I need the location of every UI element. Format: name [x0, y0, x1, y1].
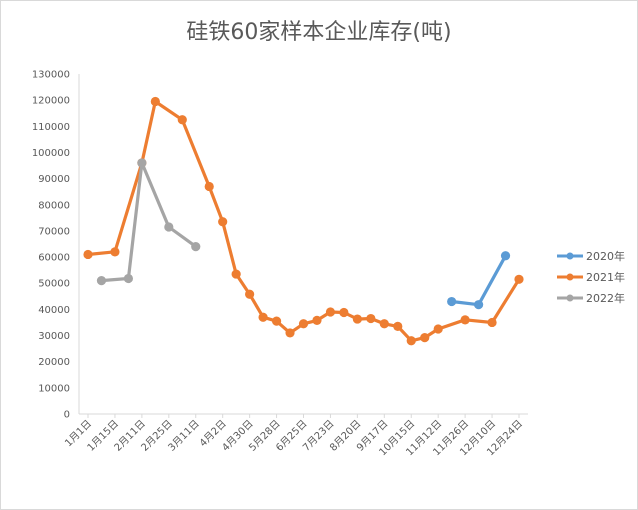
- data-point: [433, 324, 443, 334]
- y-tick-label: 80000: [38, 200, 70, 211]
- data-point: [393, 321, 403, 331]
- legend-swatch-marker: [566, 273, 574, 281]
- series-2: [96, 158, 201, 286]
- data-point: [473, 300, 484, 310]
- data-point: [123, 273, 134, 284]
- series-line: [450, 254, 508, 307]
- data-point: [325, 307, 336, 317]
- data-point: [245, 289, 255, 299]
- data-point: [258, 312, 268, 322]
- data-point: [352, 314, 362, 324]
- y-tick-label: 20000: [38, 357, 70, 368]
- data-point: [379, 319, 389, 329]
- legend-entry: 2021年: [557, 270, 625, 284]
- data-point: [271, 316, 282, 326]
- y-tick-label: 70000: [38, 226, 70, 237]
- legend-swatch-marker: [566, 252, 574, 260]
- data-point: [312, 315, 322, 325]
- y-tick-label: 130000: [32, 70, 70, 81]
- y-tick-label: 0: [64, 410, 70, 421]
- y-tick-label: 60000: [38, 253, 70, 264]
- data-point: [298, 319, 309, 329]
- legend-entry: 2020年: [557, 249, 625, 263]
- data-point: [500, 251, 511, 261]
- legend-label: 2022年: [586, 291, 625, 305]
- data-point: [164, 222, 174, 232]
- y-tick-label: 90000: [38, 174, 70, 185]
- data-point: [177, 115, 187, 125]
- legend: 2020年 2021年 2022年: [557, 249, 625, 305]
- data-point: [420, 333, 430, 343]
- y-tick-label: 50000: [38, 279, 70, 290]
- data-point: [137, 158, 147, 168]
- y-tick-label: 100000: [32, 148, 70, 159]
- data-point: [514, 274, 524, 284]
- legend-label: 2020年: [586, 249, 625, 263]
- data-point: [191, 242, 201, 252]
- series: [83, 96, 524, 346]
- data-point: [487, 317, 497, 328]
- y-tick-label: 110000: [32, 122, 70, 133]
- data-point: [204, 181, 214, 192]
- data-point: [460, 315, 470, 325]
- data-point: [110, 247, 120, 257]
- series-1: [83, 96, 524, 346]
- axes: 0 10000 20000 30000 40000 50000 60000 70000 8000…: [32, 70, 528, 458]
- data-point: [366, 313, 376, 324]
- chart-title: 硅铁60家样本企业库存(吨): [186, 20, 451, 45]
- y-tick-label: 30000: [38, 331, 70, 342]
- legend-swatch-marker: [566, 294, 574, 302]
- data-point: [231, 269, 241, 279]
- series-line: [99, 161, 198, 283]
- data-point: [83, 249, 93, 260]
- data-point: [339, 307, 349, 318]
- data-point: [285, 328, 295, 338]
- legend-label: 2021年: [586, 270, 625, 284]
- data-point: [96, 276, 107, 286]
- y-tick-label: 40000: [38, 305, 70, 316]
- data-point: [218, 217, 228, 227]
- data-point: [447, 296, 457, 307]
- legend-entry: 2022年: [557, 291, 625, 305]
- data-point: [406, 336, 416, 346]
- series-0: [447, 251, 511, 310]
- data-point: [150, 96, 160, 107]
- y-tick-label: 120000: [32, 96, 70, 107]
- y-tick-label: 10000: [38, 383, 70, 394]
